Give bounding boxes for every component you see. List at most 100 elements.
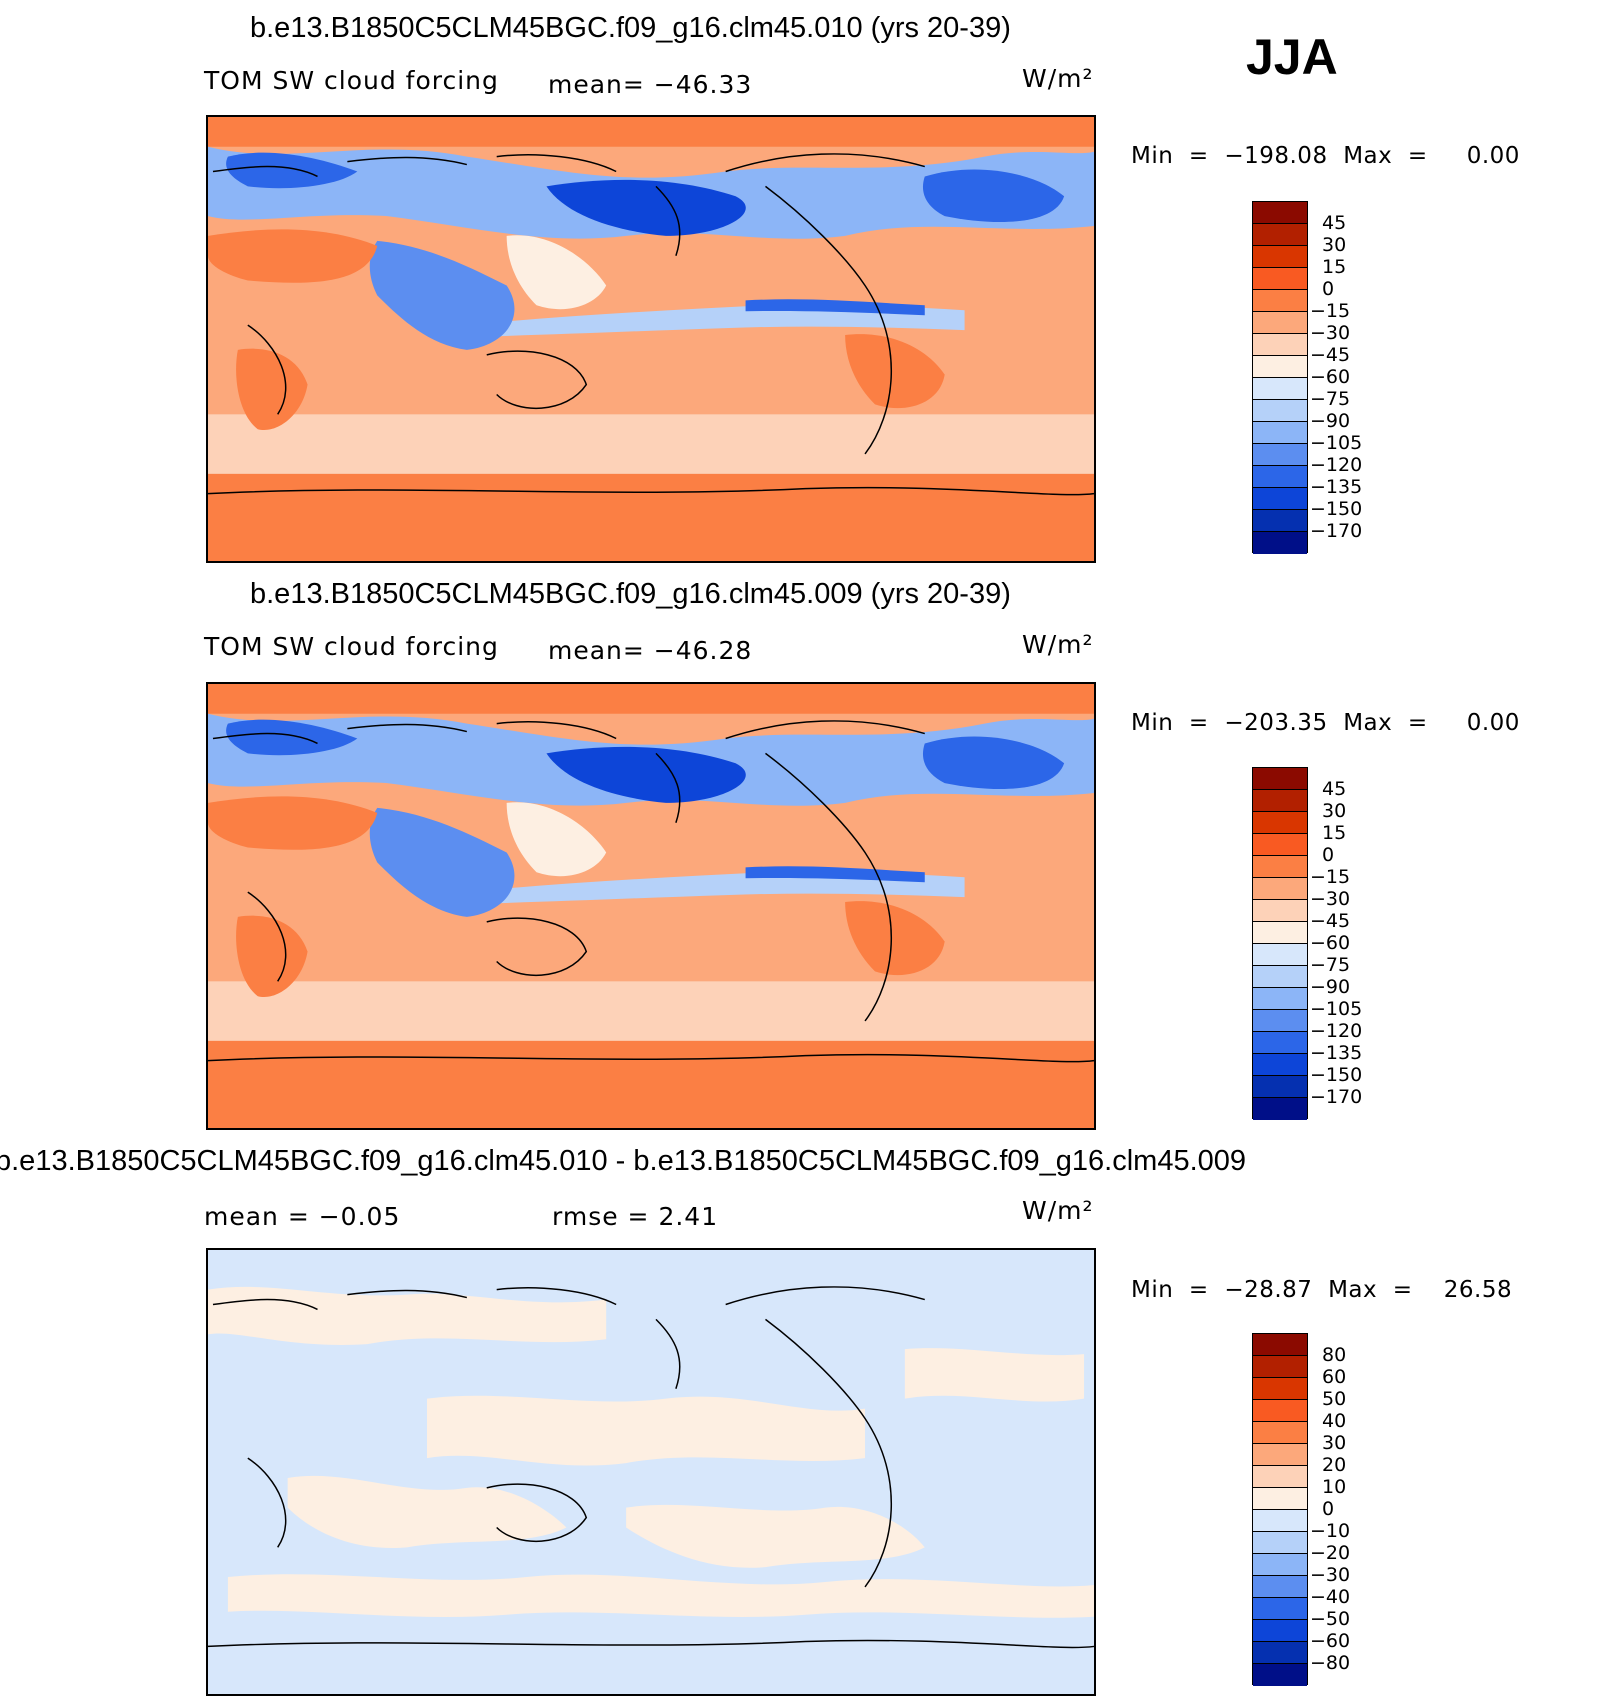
colorbar-segment xyxy=(1253,532,1307,554)
colorbar-segment xyxy=(1253,290,1307,312)
colorbar-tick-label: 45 xyxy=(1322,212,1347,234)
colorbar-tick-label: 60 xyxy=(1322,1366,1347,1388)
colorbar-segment xyxy=(1253,922,1307,944)
panel-title: b.e13.B1850C5CLM45BGC.f09_g16.clm45.010 … xyxy=(250,12,1011,44)
panel-title: b.e13.B1850C5CLM45BGC.f09_g16.clm45.010 … xyxy=(0,1145,1247,1177)
colorbar-tick-label: −45 xyxy=(1310,344,1351,366)
colorbar-tick-label: −170 xyxy=(1310,1086,1363,1108)
colorbar-segment xyxy=(1253,900,1307,922)
colorbar-tick-label: −75 xyxy=(1310,954,1351,976)
colorbar-tick-label: 0 xyxy=(1322,844,1335,866)
colorbar-tick-label: −120 xyxy=(1310,1020,1363,1042)
colorbar-tick-label: −30 xyxy=(1310,888,1351,910)
colorbar-segment xyxy=(1253,1554,1307,1576)
season-label: JJA xyxy=(1246,29,1338,85)
colorbar-tick-label: −90 xyxy=(1310,976,1351,998)
colorbar-segment xyxy=(1253,1576,1307,1598)
colorbar-segment xyxy=(1253,444,1307,466)
colorbar-segment xyxy=(1253,1444,1307,1466)
colorbar-tick-label: −170 xyxy=(1310,520,1363,542)
colorbar-tick-label: −105 xyxy=(1310,432,1363,454)
colorbar-segment xyxy=(1253,1466,1307,1488)
colorbar-segment xyxy=(1253,1664,1307,1686)
colorbar-segment xyxy=(1253,1488,1307,1510)
colorbar xyxy=(1252,1333,1308,1686)
mean-label: mean= −46.33 xyxy=(548,70,753,99)
colorbar-segment xyxy=(1253,988,1307,1010)
variable-label: TOM SW cloud forcing xyxy=(204,66,499,95)
colorbar-segment xyxy=(1253,334,1307,356)
colorbar-segment xyxy=(1253,944,1307,966)
colorbar-segment xyxy=(1253,1620,1307,1642)
colorbar-tick-label: −150 xyxy=(1310,498,1363,520)
colorbar-segment xyxy=(1253,268,1307,290)
colorbar-tick-label: 10 xyxy=(1322,1476,1347,1498)
colorbar-tick-label: 0 xyxy=(1322,278,1335,300)
colorbar-segment xyxy=(1253,1054,1307,1076)
variable-label: TOM SW cloud forcing xyxy=(204,632,499,661)
mean-label: mean = −0.05 xyxy=(204,1202,401,1231)
colorbar-segment xyxy=(1253,1356,1307,1378)
colorbar-tick-label: −40 xyxy=(1310,1586,1351,1608)
colorbar-segment xyxy=(1253,1378,1307,1400)
colorbar-tick-label: −105 xyxy=(1310,998,1363,1020)
colorbar-tick-label: −10 xyxy=(1310,1520,1351,1542)
colorbar-tick-label: 45 xyxy=(1322,778,1347,800)
panel-title: b.e13.B1850C5CLM45BGC.f09_g16.clm45.009 … xyxy=(250,578,1011,610)
colorbar-segment xyxy=(1253,1098,1307,1120)
colorbar-tick-label: −50 xyxy=(1310,1608,1351,1630)
colorbar-tick-label: −60 xyxy=(1310,1630,1351,1652)
colorbar-segment xyxy=(1253,246,1307,268)
colorbar-segment xyxy=(1253,966,1307,988)
colorbar-tick-label: −135 xyxy=(1310,1042,1363,1064)
colorbar-segment xyxy=(1253,1642,1307,1664)
colorbar-tick-label: −90 xyxy=(1310,410,1351,432)
colorbar-segment xyxy=(1253,878,1307,900)
colorbar-segment xyxy=(1253,224,1307,246)
colorbar-tick-label: −150 xyxy=(1310,1064,1363,1086)
colorbar-segment xyxy=(1253,378,1307,400)
min-max-label: Min = −198.08 Max = 0.00 xyxy=(1131,143,1520,169)
colorbar-segment xyxy=(1253,1532,1307,1554)
colorbar-tick-label: 50 xyxy=(1322,1388,1347,1410)
min-max-label: Min = −203.35 Max = 0.00 xyxy=(1131,710,1520,736)
colorbar-segment xyxy=(1253,202,1307,224)
colorbar-segment xyxy=(1253,856,1307,878)
units-label: W/m² xyxy=(1022,1196,1094,1225)
contour-map xyxy=(206,682,1096,1130)
colorbar-tick-label: −20 xyxy=(1310,1542,1351,1564)
colorbar-segment xyxy=(1253,356,1307,378)
units-label: W/m² xyxy=(1022,630,1094,659)
mean-label: mean= −46.28 xyxy=(548,636,753,665)
colorbar-segment xyxy=(1253,488,1307,510)
colorbar-tick-label: −30 xyxy=(1310,322,1351,344)
colorbar-tick-label: 30 xyxy=(1322,1432,1347,1454)
colorbar-segment xyxy=(1253,1076,1307,1098)
colorbar-tick-label: 20 xyxy=(1322,1454,1347,1476)
colorbar-segment xyxy=(1253,834,1307,856)
colorbar-segment xyxy=(1253,1598,1307,1620)
colorbar-segment xyxy=(1253,466,1307,488)
contour-map xyxy=(206,1248,1096,1696)
min-max-label: Min = −28.87 Max = 26.58 xyxy=(1131,1277,1513,1303)
colorbar-tick-label: 40 xyxy=(1322,1410,1347,1432)
colorbar-segment xyxy=(1253,1334,1307,1356)
colorbar-tick-label: 80 xyxy=(1322,1344,1347,1366)
units-label: W/m² xyxy=(1022,64,1094,93)
colorbar-segment xyxy=(1253,790,1307,812)
colorbar-segment xyxy=(1253,1032,1307,1054)
colorbar-segment xyxy=(1253,312,1307,334)
rmse-label: rmse = 2.41 xyxy=(552,1202,719,1231)
colorbar-segment xyxy=(1253,1510,1307,1532)
colorbar-tick-label: −45 xyxy=(1310,910,1351,932)
colorbar-tick-label: −135 xyxy=(1310,476,1363,498)
colorbar-tick-label: 0 xyxy=(1322,1498,1335,1520)
colorbar-tick-label: −60 xyxy=(1310,366,1351,388)
colorbar-tick-label: 30 xyxy=(1322,234,1347,256)
colorbar-segment xyxy=(1253,768,1307,790)
colorbar-tick-label: 15 xyxy=(1322,822,1347,844)
colorbar-tick-label: −120 xyxy=(1310,454,1363,476)
colorbar-segment xyxy=(1253,812,1307,834)
colorbar-tick-label: −30 xyxy=(1310,1564,1351,1586)
colorbar-tick-label: 15 xyxy=(1322,256,1347,278)
